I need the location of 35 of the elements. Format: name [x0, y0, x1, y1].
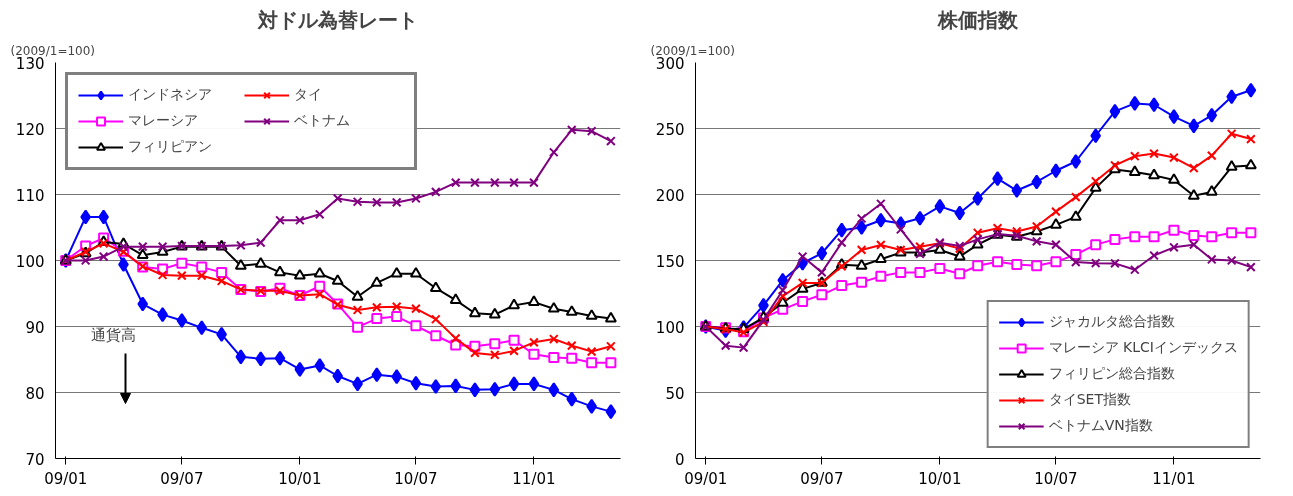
x-tick-label: 11/01 [512, 469, 556, 488]
legend-label: ベトナム [294, 112, 351, 130]
legend-label: フィリピアン [128, 138, 213, 156]
y-tick-label: 250 [655, 120, 685, 139]
y-tick-label: 0 [674, 450, 685, 469]
legend-label: タイ [294, 86, 323, 104]
x-tick-label: 09/07 [800, 469, 844, 488]
y-tick-label: 120 [15, 120, 45, 139]
y-tick-label: 200 [655, 186, 685, 205]
x-tick-label: 10/07 [1034, 469, 1078, 488]
y-tick-label: 100 [15, 252, 45, 271]
chart-title: 対ドル為替レート [257, 7, 418, 32]
legend-label: フィリピン総合指数 [1048, 365, 1175, 383]
y-tick-label: 150 [655, 252, 685, 271]
y-tick-label: 80 [25, 384, 45, 403]
x-tick-label: 09/07 [160, 469, 204, 488]
x-tick-label: 09/01 [684, 469, 728, 488]
x-tick-label: 10/07 [394, 469, 438, 488]
legend-label: マレーシア KLCIインデックス [1048, 339, 1238, 357]
legend-label: インドネシア [128, 86, 213, 104]
y-tick-label: 110 [15, 186, 45, 205]
legend-label: マレーシア [128, 112, 199, 130]
x-tick-label: 10/01 [918, 469, 962, 488]
legend-label: タイSET指数 [1048, 391, 1131, 409]
y-tick-label: 100 [655, 318, 685, 337]
y-tick-label: 90 [25, 318, 45, 337]
x-tick-label: 09/01 [44, 469, 88, 488]
chart-title: 株価指数 [937, 7, 1019, 32]
legend-label: ベトナムVN指数 [1048, 417, 1153, 435]
x-tick-label: 10/01 [278, 469, 322, 488]
y-tick-label: 50 [665, 384, 685, 403]
x-tick-label: 11/01 [1152, 469, 1196, 488]
legend-label: ジャカルタ総合指数 [1048, 313, 1175, 331]
y-tick-label: 70 [25, 450, 45, 469]
annotation: 通貨高 [90, 325, 136, 344]
